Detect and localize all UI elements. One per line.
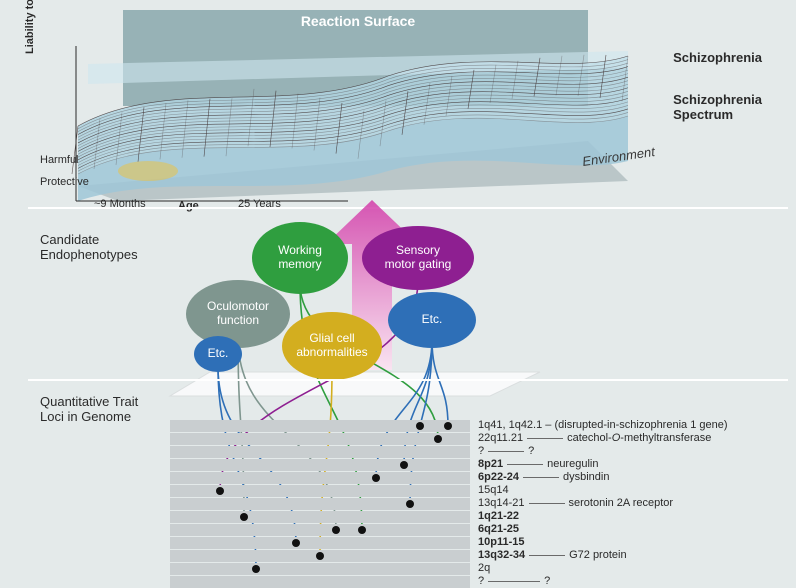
- reaction-surface-title: Reaction Surface: [301, 13, 416, 29]
- loci-row: [170, 446, 470, 458]
- loci-row: [170, 472, 470, 484]
- separator-2: [28, 379, 788, 381]
- loci-annotation: 10p11-15: [478, 536, 524, 548]
- loci-row: [170, 511, 470, 523]
- loci-annotation: 22q11.21catechol-O-methyltransferase: [478, 432, 711, 444]
- right-label-spectrum: Schizophrenia Spectrum: [673, 92, 762, 122]
- loci-row: [170, 420, 470, 432]
- loci-row: [170, 485, 470, 497]
- figure-root: Reaction Surface Environment Liability t…: [0, 0, 796, 588]
- ytick-protective: Protective: [40, 176, 89, 188]
- node-etc2: Etc.: [388, 292, 476, 348]
- loci-annotation: 1q21-22: [478, 510, 519, 522]
- node-etc1: Etc.: [194, 336, 242, 372]
- loci-annotation: 2q: [478, 562, 490, 574]
- loci-row: [170, 576, 470, 588]
- node-working: Working memory: [252, 222, 348, 294]
- section-label-loci: Quantitative Trait Loci in Genome: [40, 394, 138, 424]
- loci-dot: [216, 487, 224, 495]
- loci-dot: [332, 526, 340, 534]
- loci-annotation: 6q21-25: [478, 523, 519, 535]
- x-axis-label: Age: [178, 200, 199, 212]
- node-glial: Glial cell abnormalities: [282, 312, 382, 380]
- node-oculomotor: Oculomotor function: [186, 280, 290, 348]
- loci-dot: [316, 552, 324, 560]
- loci-row: [170, 524, 470, 536]
- panel-reaction-surface: Reaction Surface Environment Liability t…: [28, 6, 788, 206]
- loci-row: [170, 433, 470, 445]
- loci-annotation: ??: [478, 445, 534, 457]
- loci-row: [170, 459, 470, 471]
- loci-annotation: 15q14: [478, 484, 509, 496]
- loci-row: [170, 537, 470, 549]
- y-axis-label: Liability to Schizophrenia: [24, 0, 36, 54]
- loci-dot: [416, 422, 424, 430]
- loci-dot: [406, 500, 414, 508]
- loci-dot: [252, 565, 260, 573]
- loci-annotation: ??: [478, 575, 550, 587]
- ytick-harmful: Harmful: [40, 154, 79, 166]
- loci-dot: [292, 539, 300, 547]
- loci-annotation: 8p21neuregulin: [478, 458, 598, 470]
- loci-dot: [400, 461, 408, 469]
- loci-annotation: 13q14-21serotonin 2A receptor: [478, 497, 673, 509]
- loci-annotation: 6p22-24dysbindin: [478, 471, 609, 483]
- loci-row: [170, 498, 470, 510]
- loci-annotation: 13q32-34G72 protein: [478, 549, 627, 561]
- loci-dot: [372, 474, 380, 482]
- loci-annotation: 1q41, 1q42.1 – (disrupted-in-schizophren…: [478, 419, 728, 431]
- loci-dot: [434, 435, 442, 443]
- node-sensory: Sensory motor gating: [362, 226, 474, 290]
- loci-dot: [358, 526, 366, 534]
- section-label-endophenotypes: Candidate Endophenotypes: [40, 232, 138, 262]
- loci-row: [170, 563, 470, 575]
- right-label-schizophrenia: Schizophrenia: [673, 50, 762, 65]
- loci-dot: [444, 422, 452, 430]
- loci-dot: [240, 513, 248, 521]
- separator-1: [28, 207, 788, 209]
